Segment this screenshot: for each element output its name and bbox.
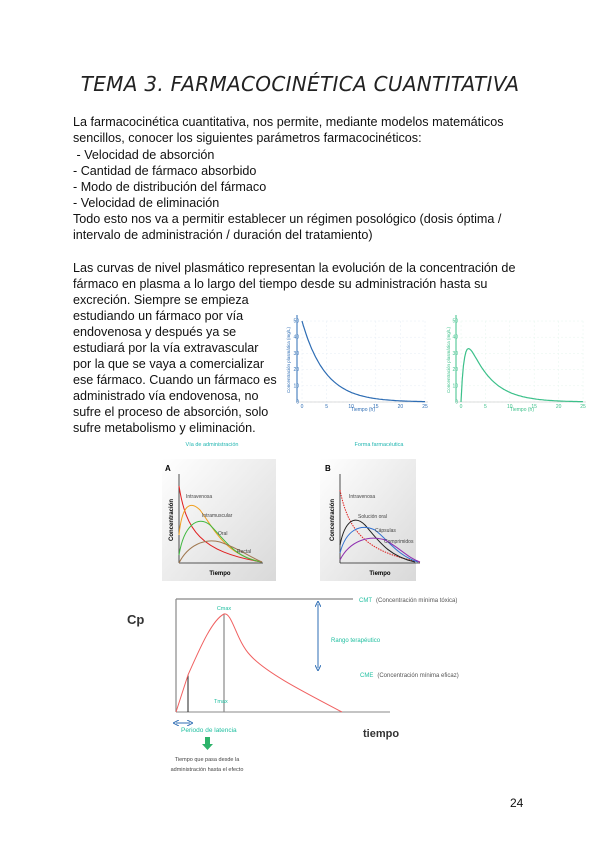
rectal-curve <box>178 540 263 564</box>
cp-label: Cp <box>127 612 144 627</box>
text-line: sufre el proceso de absorción, solo <box>73 405 269 419</box>
x-tick-label: 0 <box>460 404 463 410</box>
text-line: Todo esto nos va a permitir establecer u… <box>73 212 502 226</box>
x-tick-label: 10 <box>348 404 354 410</box>
figure-caption: Vía de administración <box>186 442 239 448</box>
y-axis-label: Concentración <box>169 499 175 541</box>
text-line: sufre metabolismo y eliminación. <box>73 421 256 435</box>
text-line: ese fármaco. Cuando un fármaco es <box>73 373 277 387</box>
y-axis-label: Concentración plasmática (mg/L) <box>446 326 451 393</box>
x-axis-label: Tiempo <box>209 571 231 577</box>
y-tick-label: 10 <box>293 383 299 389</box>
x-axis-label: Tiempo (h) <box>351 407 375 413</box>
x-tick-label: 25 <box>422 404 428 410</box>
curve-label: Intramuscular <box>202 513 233 519</box>
page-title: TEMA 3. FARMACOCINÉTICA CUANTITATIVA <box>80 72 520 96</box>
y-tick-label: 50 <box>293 319 299 325</box>
x-tick-label: 5 <box>484 404 487 410</box>
x-tick-label: 5 <box>325 404 328 410</box>
y-axis-label: Concentración plasmática (mg/L) <box>286 326 291 393</box>
capsules-curve <box>339 526 419 563</box>
y-tick-label: 30 <box>452 351 458 357</box>
text-line: endovenosa y después ya se <box>73 325 237 339</box>
oral-solution-curve <box>339 519 416 563</box>
cme-label: CME (Concentración mínima eficaz) <box>360 673 459 679</box>
list-item: - Velocidad de absorción <box>73 148 215 162</box>
y-tick-label: 30 <box>293 351 299 357</box>
x-tick-label: 10 <box>507 404 513 410</box>
x-tick-label: 15 <box>373 404 379 410</box>
intravenous-curve <box>178 485 263 563</box>
y-tick-label: 20 <box>452 367 458 373</box>
curve-label: Intravenosa <box>349 494 375 500</box>
panel-letter: A <box>165 464 171 473</box>
x-tick-label: 20 <box>398 404 404 410</box>
latency-description: administración hasta el efecto <box>171 767 244 773</box>
curve-label: Oral <box>218 531 227 537</box>
tablets-curve <box>339 537 421 563</box>
curve-label: Intravenosa <box>186 494 212 500</box>
text-line: sencillos, conocer los siguientes paráme… <box>73 131 422 145</box>
curve-label: Cápsulas <box>375 528 396 534</box>
latency-label: Periodo de latencia <box>181 727 237 734</box>
y-tick-label: 20 <box>293 367 299 373</box>
intravenous-curve <box>339 489 421 563</box>
down-arrow-icon <box>202 737 213 750</box>
cmax-label: Cmax <box>217 606 232 612</box>
curve-label: Solución oral <box>358 514 387 520</box>
x-tick-label: 25 <box>580 404 586 410</box>
text-line: Las curvas de nivel plasmático represent… <box>73 261 516 275</box>
text-line: La farmacocinética cuantitativa, nos per… <box>73 115 504 129</box>
x-tick-label: 15 <box>531 404 537 410</box>
plasma-concentration-diagram: Cp tiempo CMT (Concentración mínima tóxic… <box>127 598 459 773</box>
curve-label: Comprimidos <box>384 539 414 545</box>
cmt-label: CMT (Concentración mínima tóxica) <box>359 598 457 604</box>
text-line: excreción. Siempre se empieza <box>73 293 249 307</box>
page-number: 24 <box>510 796 524 810</box>
y-tick-label: 50 <box>452 319 458 325</box>
y-tick-label: 10 <box>452 383 458 389</box>
text-line: estudiará por la vía extravascular <box>73 341 259 355</box>
list-item: - Velocidad de eliminación <box>73 196 220 210</box>
therapeutic-range-label: Rango terapéutico <box>331 638 381 644</box>
panel-letter: B <box>325 464 331 473</box>
time-label: tiempo <box>363 728 399 740</box>
figure-administration-route: Vía de administración A Intravenosa Intr… <box>162 442 276 581</box>
list-item: - Modo de distribución del fármaco <box>73 180 267 194</box>
concentration-curve <box>175 613 343 713</box>
text-line: estudiando un fármaco por vía <box>73 309 244 323</box>
x-axis-label: Tiempo (h) <box>510 407 534 413</box>
figure-dosage-form: Forma farmacéutica B Intravenosa Solució… <box>320 442 421 581</box>
curve-label: Rectal <box>237 549 251 555</box>
text-line: administrado vía endovenosa, no <box>73 389 259 403</box>
oral-curve <box>178 520 263 563</box>
y-axis-label: Concentración <box>330 499 336 541</box>
tmax-label: Tmax <box>214 699 228 705</box>
oral-curve <box>460 347 584 403</box>
oral-concentration-chart: 0 10 20 30 40 50 0 5 10 15 20 25 Tiempo (h) Concent… <box>446 315 586 413</box>
text-line: fármaco en plasma a lo largo del tiempo … <box>73 277 488 291</box>
latency-description: Tiempo que pasa desde la <box>175 757 241 763</box>
iv-concentration-chart: 0 10 20 30 40 50 0 5 10 15 20 25 Tiempo (h) Concent… <box>286 315 428 413</box>
x-tick-label: 20 <box>556 404 562 410</box>
list-item: - Cantidad de fármaco absorbido <box>73 164 257 178</box>
y-tick-label: 0 <box>296 400 299 406</box>
x-axis-label: Tiempo <box>369 571 391 577</box>
y-tick-label: 40 <box>452 335 458 341</box>
iv-curve <box>301 320 425 403</box>
figure-frame <box>320 459 416 581</box>
y-tick-label: 0 <box>455 400 458 406</box>
text-line: intervalo de administración / duración d… <box>73 228 373 242</box>
figure-caption: Forma farmacéutica <box>355 442 405 448</box>
text-line: por la que se vaya a comercializar <box>73 357 265 371</box>
y-tick-label: 40 <box>293 335 299 341</box>
x-tick-label: 0 <box>301 404 304 410</box>
